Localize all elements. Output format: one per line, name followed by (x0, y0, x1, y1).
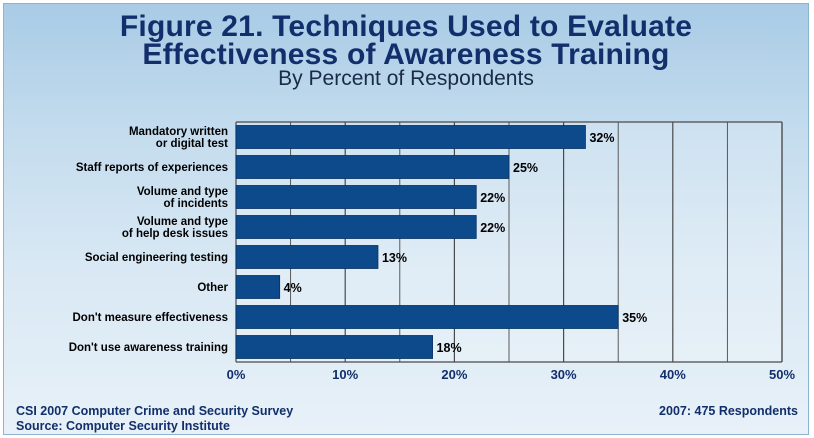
x-tick-label-2: 20% (441, 367, 467, 382)
x-tick-label-5: 50% (769, 367, 795, 382)
bar-6 (235, 305, 619, 329)
value-label-6: 35% (622, 311, 647, 325)
x-tick-label-0: 0% (227, 367, 246, 382)
bar-3 (235, 215, 477, 239)
chart-frame: Figure 21. Techniques Used to Evaluate E… (3, 3, 809, 435)
value-label-0: 32% (589, 131, 614, 145)
value-label-4: 13% (382, 251, 407, 265)
value-label-3: 22% (480, 221, 505, 235)
value-label-5: 4% (284, 281, 302, 295)
bar-4 (235, 245, 379, 269)
value-label-7: 18% (437, 341, 462, 355)
category-label-0-line2: or digital test (156, 138, 228, 150)
category-label-5: Other (197, 282, 228, 294)
bar-5 (235, 275, 281, 299)
x-tick-label-4: 40% (660, 367, 686, 382)
chart-subtitle: By Percent of Respondents (278, 67, 534, 90)
category-label-2-line2: of incidents (163, 198, 228, 210)
category-label-3-line1: Volume and type (137, 216, 228, 228)
bar-0 (235, 125, 586, 149)
bar-1 (235, 155, 510, 179)
source-note: CSI 2007 Computer Crime and Security Sur… (16, 404, 293, 434)
source-line-1: CSI 2007 Computer Crime and Security Sur… (16, 404, 294, 418)
x-tick-label-3: 30% (551, 367, 577, 382)
category-label-2-line1: Volume and type (137, 186, 228, 198)
category-label-3-line2: of help desk issues (122, 228, 228, 240)
category-label-4: Social engineering testing (85, 252, 228, 264)
bar-7 (235, 335, 433, 359)
category-label-7: Don't use awareness training (69, 342, 228, 354)
x-tick-label-1: 10% (332, 367, 358, 382)
respondents-note: 2007: 475 Respondents (659, 404, 798, 418)
value-label-1: 25% (513, 161, 538, 175)
chart-title-line1: Figure 21. Techniques Used to Evaluate (119, 10, 693, 43)
category-label-1: Staff reports of experiences (76, 162, 228, 174)
bar-2 (235, 185, 477, 209)
chart-title-line2: Effectiveness of Awareness Training (142, 38, 670, 71)
category-label-0-line1: Mandatory written (129, 126, 228, 138)
source-line-2: Source: Computer Security Institute (16, 419, 230, 433)
value-label-2: 22% (480, 191, 505, 205)
category-label-6: Don't measure effectiveness (73, 312, 229, 324)
